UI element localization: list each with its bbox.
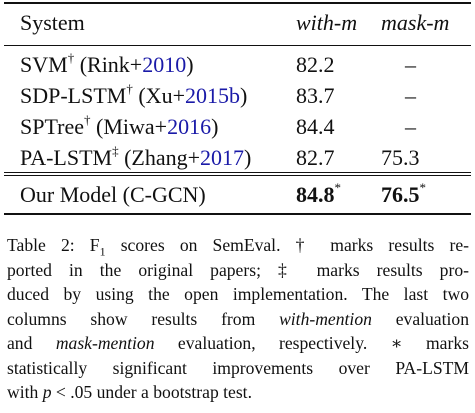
table-bottom-rule xyxy=(4,213,471,215)
caption-line: and mask-mention evaluation, respectivel… xyxy=(7,333,469,353)
citation-open: (Miwa+ xyxy=(96,114,168,139)
our-mask-m-score: 76.5* xyxy=(381,179,426,207)
table-row: SPTree† (Miwa+2016) xyxy=(20,112,218,142)
section-rule-upper xyxy=(4,172,471,173)
with-m-score: 84.4 xyxy=(296,114,335,139)
table-top-rule xyxy=(4,2,471,4)
mask-m-score: – xyxy=(405,114,416,139)
table-row: SDP-LSTM† (Xu+2015b) xyxy=(20,81,247,111)
system-name: SVM xyxy=(20,52,68,77)
citation-close: ) xyxy=(244,145,252,170)
with-m-score: 83.7 xyxy=(296,83,335,108)
citation-year-link[interactable]: 2017 xyxy=(200,145,245,170)
result-mark: ‡ xyxy=(112,142,119,158)
system-name: SDP-LSTM xyxy=(20,83,127,108)
table-row: PA-LSTM‡ (Zhang+2017) xyxy=(20,143,251,173)
with-m-score: 82.2 xyxy=(296,52,335,77)
citation-year-link[interactable]: 2016 xyxy=(167,114,212,139)
caption-line: Table 2: F1 scores on SemEval. † marks r… xyxy=(7,235,470,259)
table-caption: Table 2: F1 scores on SemEval. † marks r… xyxy=(7,233,469,405)
citation-year-link[interactable]: 2015b xyxy=(184,83,240,108)
table-row: SVM† (Rink+2010) xyxy=(20,50,194,80)
caption-line: columns show results from with-mention e… xyxy=(7,308,469,329)
result-mark: † xyxy=(126,80,133,96)
citation-close: ) xyxy=(211,114,219,139)
header-mask-m: mask-m xyxy=(381,10,450,35)
our-model-name: Our Model (C-GCN) xyxy=(20,182,206,207)
caption-line: with p < .05 under a bootstrap test. xyxy=(7,382,252,402)
citation-close: ) xyxy=(186,52,194,77)
mask-m-score: – xyxy=(405,52,416,77)
citation-year-link[interactable]: 2010 xyxy=(142,52,187,77)
section-rule-lower xyxy=(4,175,471,176)
caption-line: statistically significant improvements o… xyxy=(7,357,469,378)
citation-close: ) xyxy=(239,83,248,108)
our-with-m-score: 84.8* xyxy=(296,179,341,207)
with-m-score: 82.7 xyxy=(296,145,335,170)
caption-line: duced by using the open implementation. … xyxy=(7,284,469,304)
citation-open: (Xu+ xyxy=(138,83,185,108)
result-mark: † xyxy=(67,49,75,65)
mask-m-score: 75.3 xyxy=(381,145,420,170)
header-system: System xyxy=(20,10,85,35)
mask-m-score: – xyxy=(405,83,416,108)
system-name: SPTree xyxy=(20,114,84,139)
header-rule xyxy=(4,45,471,46)
result-mark: † xyxy=(84,111,91,127)
citation-open: (Zhang+ xyxy=(124,145,201,170)
system-name: PA-LSTM xyxy=(20,145,113,170)
header-with-m: with-m xyxy=(296,10,358,35)
caption-line: ported in the original papers; ‡ marks r… xyxy=(7,259,469,280)
citation-open: (Rink+ xyxy=(79,52,143,77)
